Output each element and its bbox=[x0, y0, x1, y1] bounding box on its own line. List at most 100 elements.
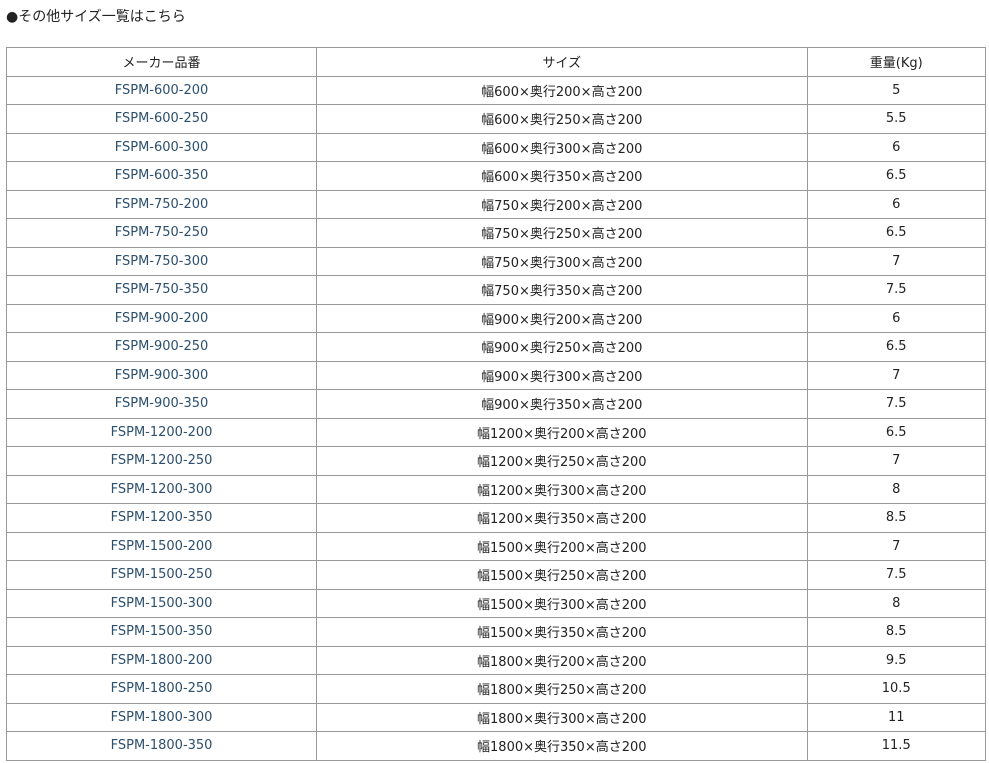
model-number-link[interactable]: FSPM-600-200 bbox=[114, 82, 209, 98]
weight-cell: 7.5 bbox=[806, 389, 986, 419]
size-cell: 幅600×奥行250×高さ200 bbox=[316, 104, 808, 134]
model-number-link[interactable]: FSPM-1500-350 bbox=[110, 624, 213, 640]
table-row: FSPM-750-300 幅750×奥行300×高さ200 7 bbox=[5, 246, 986, 276]
model-number-link[interactable]: FSPM-1500-300 bbox=[110, 595, 213, 611]
table-row: FSPM-1500-250 幅1500×奥行250×高さ200 7.5 bbox=[5, 560, 986, 590]
weight-cell: 6.5 bbox=[806, 218, 986, 248]
model-number-link[interactable]: FSPM-1200-200 bbox=[110, 424, 213, 440]
model-number-link[interactable]: FSPM-750-300 bbox=[114, 253, 209, 269]
table-row: FSPM-750-250 幅750×奥行250×高さ200 6.5 bbox=[5, 218, 986, 248]
model-number-link[interactable]: FSPM-600-250 bbox=[114, 111, 209, 127]
size-cell: 幅900×奥行200×高さ200 bbox=[316, 303, 808, 333]
table-row: FSPM-900-250 幅900×奥行250×高さ200 6.5 bbox=[5, 332, 986, 362]
table-row: FSPM-900-350 幅900×奥行350×高さ200 7.5 bbox=[5, 389, 986, 419]
table-row: FSPM-900-200 幅900×奥行200×高さ200 6 bbox=[5, 303, 986, 333]
weight-cell: 7.5 bbox=[806, 560, 986, 590]
table-row: FSPM-600-200 幅600×奥行200×高さ200 5 bbox=[5, 75, 986, 105]
size-cell: 幅750×奥行300×高さ200 bbox=[316, 246, 808, 276]
weight-cell: 7 bbox=[806, 360, 986, 390]
size-table: メーカー品番 サイズ 重量(Kg) FSPM-600-200 幅600×奥行200… bbox=[5, 47, 986, 761]
weight-cell: 6.5 bbox=[806, 161, 986, 191]
model-number-cell: FSPM-900-200 bbox=[5, 303, 318, 333]
table-row: FSPM-1500-350 幅1500×奥行350×高さ200 8.5 bbox=[5, 617, 986, 647]
model-number-link[interactable]: FSPM-1500-250 bbox=[110, 567, 213, 583]
model-number-link[interactable]: FSPM-1200-250 bbox=[110, 453, 213, 469]
model-number-link[interactable]: FSPM-1200-300 bbox=[110, 481, 213, 497]
weight-cell: 11 bbox=[806, 702, 986, 732]
table-row: FSPM-1500-200 幅1500×奥行200×高さ200 7 bbox=[5, 531, 986, 561]
size-cell: 幅1200×奥行250×高さ200 bbox=[316, 446, 808, 476]
size-cell: 幅1200×奥行300×高さ200 bbox=[316, 474, 808, 504]
size-cell: 幅1800×奥行250×高さ200 bbox=[316, 674, 808, 704]
model-number-cell: FSPM-1500-350 bbox=[5, 617, 318, 647]
model-number-cell: FSPM-750-200 bbox=[5, 189, 318, 219]
header-model-number: メーカー品番 bbox=[5, 47, 318, 77]
model-number-cell: FSPM-1200-350 bbox=[5, 503, 318, 533]
model-number-link[interactable]: FSPM-900-250 bbox=[114, 339, 209, 355]
model-number-link[interactable]: FSPM-1200-350 bbox=[110, 510, 213, 526]
model-number-link[interactable]: FSPM-750-250 bbox=[114, 225, 209, 241]
model-number-link[interactable]: FSPM-1800-350 bbox=[110, 738, 213, 754]
model-number-cell: FSPM-1800-200 bbox=[5, 645, 318, 675]
model-number-cell: FSPM-900-300 bbox=[5, 360, 318, 390]
size-cell: 幅1800×奥行200×高さ200 bbox=[316, 645, 808, 675]
size-cell: 幅600×奥行350×高さ200 bbox=[316, 161, 808, 191]
table-row: FSPM-1800-200 幅1800×奥行200×高さ200 9.5 bbox=[5, 645, 986, 675]
model-number-cell: FSPM-1800-350 bbox=[5, 731, 318, 761]
size-cell: 幅1500×奥行300×高さ200 bbox=[316, 588, 808, 618]
weight-cell: 11.5 bbox=[806, 731, 986, 761]
weight-cell: 7 bbox=[806, 531, 986, 561]
model-number-link[interactable]: FSPM-1800-250 bbox=[110, 681, 213, 697]
model-number-cell: FSPM-1500-250 bbox=[5, 560, 318, 590]
model-number-link[interactable]: FSPM-750-200 bbox=[114, 196, 209, 212]
model-number-cell: FSPM-1800-250 bbox=[5, 674, 318, 704]
weight-cell: 8.5 bbox=[806, 503, 986, 533]
model-number-cell: FSPM-1200-300 bbox=[5, 474, 318, 504]
table-row: FSPM-900-300 幅900×奥行300×高さ200 7 bbox=[5, 360, 986, 390]
weight-cell: 9.5 bbox=[806, 645, 986, 675]
model-number-cell: FSPM-1500-300 bbox=[5, 588, 318, 618]
table-row: FSPM-1200-350 幅1200×奥行350×高さ200 8.5 bbox=[5, 503, 986, 533]
weight-cell: 6 bbox=[806, 132, 986, 162]
model-number-cell: FSPM-600-350 bbox=[5, 161, 318, 191]
weight-cell: 10.5 bbox=[806, 674, 986, 704]
weight-cell: 5 bbox=[806, 75, 986, 105]
model-number-link[interactable]: FSPM-1800-200 bbox=[110, 652, 213, 668]
size-cell: 幅1800×奥行350×高さ200 bbox=[316, 731, 808, 761]
table-row: FSPM-600-250 幅600×奥行250×高さ200 5.5 bbox=[5, 104, 986, 134]
model-number-link[interactable]: FSPM-600-350 bbox=[114, 168, 209, 184]
size-cell: 幅1200×奥行200×高さ200 bbox=[316, 417, 808, 447]
size-cell: 幅750×奥行250×高さ200 bbox=[316, 218, 808, 248]
model-number-cell: FSPM-750-250 bbox=[5, 218, 318, 248]
model-number-cell: FSPM-1200-250 bbox=[5, 446, 318, 476]
table-header-row: メーカー品番 サイズ 重量(Kg) bbox=[5, 47, 986, 77]
size-cell: 幅750×奥行200×高さ200 bbox=[316, 189, 808, 219]
table-row: FSPM-1800-300 幅1800×奥行300×高さ200 11 bbox=[5, 702, 986, 732]
weight-cell: 7 bbox=[806, 446, 986, 476]
model-number-link[interactable]: FSPM-900-350 bbox=[114, 396, 209, 412]
table-row: FSPM-1800-350 幅1800×奥行350×高さ200 11.5 bbox=[5, 731, 986, 761]
model-number-link[interactable]: FSPM-750-350 bbox=[114, 282, 209, 298]
model-number-cell: FSPM-600-200 bbox=[5, 75, 318, 105]
weight-cell: 7.5 bbox=[806, 275, 986, 305]
weight-cell: 6.5 bbox=[806, 417, 986, 447]
model-number-link[interactable]: FSPM-900-200 bbox=[114, 310, 209, 326]
weight-cell: 8 bbox=[806, 588, 986, 618]
header-size: サイズ bbox=[316, 47, 808, 77]
model-number-link[interactable]: FSPM-900-300 bbox=[114, 367, 209, 383]
weight-cell: 6 bbox=[806, 189, 986, 219]
weight-cell: 7 bbox=[806, 246, 986, 276]
header-weight: 重量(Kg) bbox=[806, 47, 986, 77]
size-cell: 幅900×奥行300×高さ200 bbox=[316, 360, 808, 390]
model-number-cell: FSPM-750-300 bbox=[5, 246, 318, 276]
size-cell: 幅600×奥行200×高さ200 bbox=[316, 75, 808, 105]
model-number-link[interactable]: FSPM-1500-200 bbox=[110, 538, 213, 554]
model-number-link[interactable]: FSPM-600-300 bbox=[114, 139, 209, 155]
size-cell: 幅900×奥行350×高さ200 bbox=[316, 389, 808, 419]
table-row: FSPM-1500-300 幅1500×奥行300×高さ200 8 bbox=[5, 588, 986, 618]
model-number-link[interactable]: FSPM-1800-300 bbox=[110, 709, 213, 725]
weight-cell: 6.5 bbox=[806, 332, 986, 362]
table-row: FSPM-1200-300 幅1200×奥行300×高さ200 8 bbox=[5, 474, 986, 504]
weight-cell: 5.5 bbox=[806, 104, 986, 134]
size-cell: 幅1500×奥行200×高さ200 bbox=[316, 531, 808, 561]
